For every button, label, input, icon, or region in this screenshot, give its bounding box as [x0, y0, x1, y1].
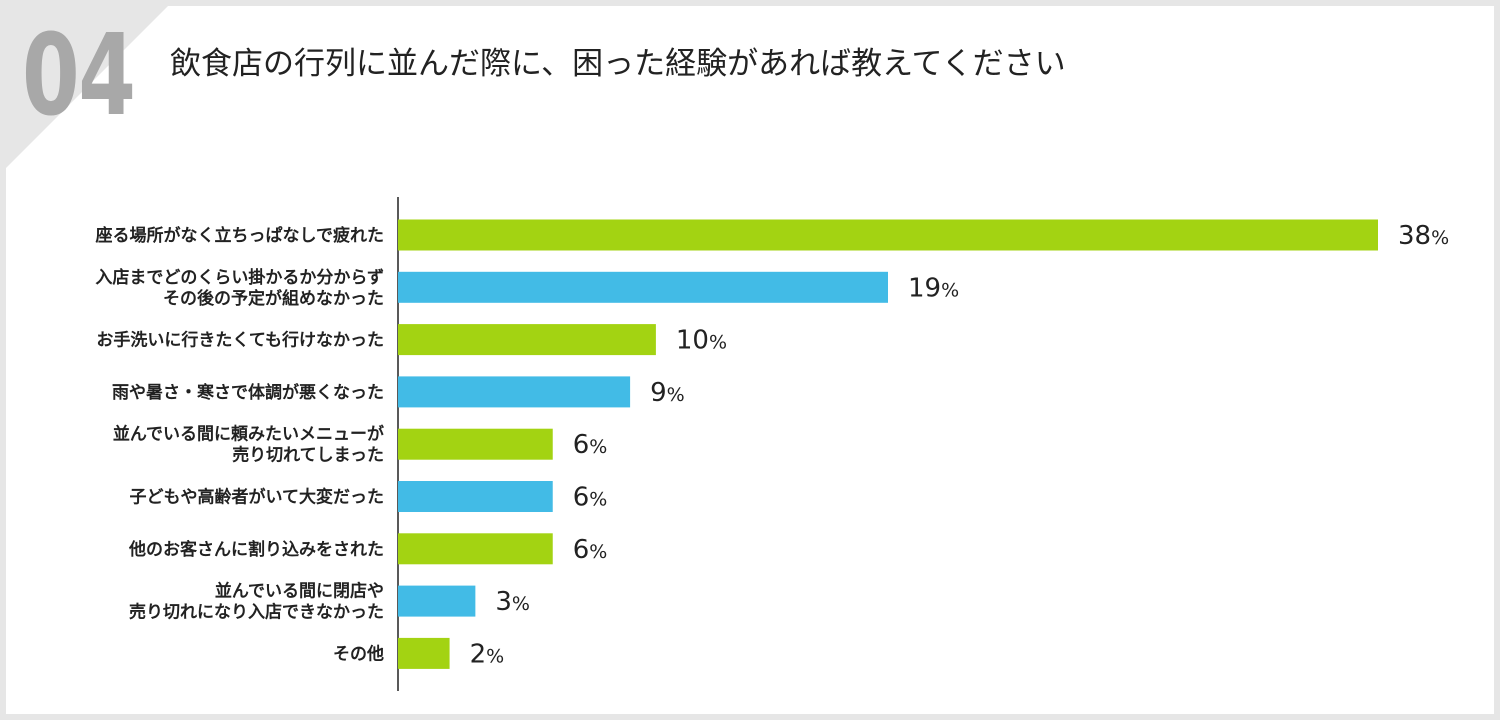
data-label-unit: % [709, 332, 727, 354]
category-label-line: 雨や暑さ・寒さで体調が悪くなった [112, 382, 384, 403]
category-label-line: 座る場所がなく立ちっぱなしで疲れた [96, 225, 385, 246]
category-label-line: その後の予定が組めなかった [163, 288, 384, 309]
data-label-unit: % [512, 593, 530, 615]
bar [398, 219, 1378, 251]
category-label: 雨や暑さ・寒さで体調が悪くなった [112, 382, 384, 403]
data-label-unit: % [941, 279, 959, 301]
data-label: 9% [650, 378, 685, 408]
data-label: 38% [1398, 221, 1449, 251]
data-label: 10% [676, 326, 727, 356]
category-label-line: 入店までどのくらい掛かるか分からず [95, 267, 384, 288]
bar [398, 533, 553, 565]
category-label-line: その他 [333, 643, 384, 664]
data-label: 2% [470, 639, 505, 669]
bar [398, 271, 888, 303]
question-number: 04 [22, 11, 136, 141]
data-label: 19% [908, 273, 959, 303]
category-label: その他 [333, 643, 384, 664]
category-label-line: 並んでいる間に頼みたいメニューが [113, 424, 384, 445]
category-label-line: お手洗いに行きたくても行けなかった [96, 330, 384, 351]
bar-chart: 38% 座る場所がなく立ちっぱなしで疲れた 19% 入店までどのくらい掛かるか分からず… [95, 197, 1449, 691]
category-label: 他のお客さんに割り込みをされた [128, 539, 384, 560]
data-label-unit: % [667, 384, 685, 406]
data-label-unit: % [1431, 227, 1449, 249]
category-label-line: 子どもや高齢者がいて大変だった [130, 487, 385, 508]
chart-title: 飲食店の行列に並んだ際に、困った経験があれば教えてください [170, 46, 1066, 82]
data-label-unit: % [589, 436, 607, 458]
category-label-line: 他のお客さんに割り込みをされた [128, 539, 384, 560]
category-label: お手洗いに行きたくても行けなかった [96, 330, 384, 351]
data-label-unit: % [589, 541, 607, 563]
data-label: 6% [573, 535, 608, 565]
bar [398, 481, 553, 512]
category-label: 子どもや高齢者がいて大変だった [130, 487, 385, 508]
bar [398, 324, 656, 356]
category-label: 並んでいる間に頼みたいメニューが売り切れてしまった [113, 424, 384, 466]
corner-triangle [6, 6, 168, 168]
category-label: 座る場所がなく立ちっぱなしで疲れた [96, 225, 385, 246]
data-label: 3% [495, 587, 530, 617]
data-label: 6% [573, 430, 608, 460]
data-label-unit: % [589, 489, 607, 511]
bar [398, 376, 631, 408]
category-label: 並んでいる間に閉店や売り切れになり入店できなかった [129, 581, 384, 623]
category-label-line: 並んでいる間に閉店や [215, 581, 384, 602]
data-label-unit: % [486, 645, 504, 667]
data-label: 6% [573, 483, 608, 513]
category-label-line: 売り切れてしまった [232, 445, 384, 466]
category-label-line: 売り切れになり入店できなかった [129, 602, 384, 623]
category-label: 入店までどのくらい掛かるか分からずその後の予定が組めなかった [95, 267, 384, 309]
bar [398, 428, 553, 460]
bar [398, 637, 450, 669]
chart-frame: 04 飲食店の行列に並んだ際に、困った経験があれば教えてください 38% 座る場所… [6, 6, 1494, 714]
bar [398, 585, 476, 617]
